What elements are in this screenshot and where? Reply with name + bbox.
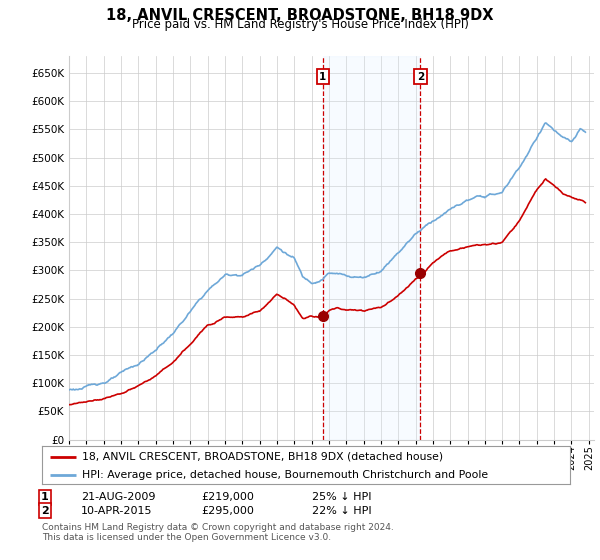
- Text: 18, ANVIL CRESCENT, BROADSTONE, BH18 9DX: 18, ANVIL CRESCENT, BROADSTONE, BH18 9DX: [106, 8, 494, 24]
- Text: 1: 1: [319, 72, 326, 82]
- Text: £295,000: £295,000: [201, 506, 254, 516]
- Text: Price paid vs. HM Land Registry's House Price Index (HPI): Price paid vs. HM Land Registry's House …: [131, 18, 469, 31]
- Text: 21-AUG-2009: 21-AUG-2009: [81, 492, 155, 502]
- Text: 25% ↓ HPI: 25% ↓ HPI: [312, 492, 371, 502]
- Text: This data is licensed under the Open Government Licence v3.0.: This data is licensed under the Open Gov…: [42, 533, 331, 542]
- Text: 18, ANVIL CRESCENT, BROADSTONE, BH18 9DX (detached house): 18, ANVIL CRESCENT, BROADSTONE, BH18 9DX…: [82, 452, 443, 462]
- Text: HPI: Average price, detached house, Bournemouth Christchurch and Poole: HPI: Average price, detached house, Bour…: [82, 470, 488, 480]
- Text: 22% ↓ HPI: 22% ↓ HPI: [312, 506, 371, 516]
- Bar: [323, 56, 420, 440]
- Text: 2: 2: [416, 72, 424, 82]
- Text: 2: 2: [41, 506, 49, 516]
- Text: 10-APR-2015: 10-APR-2015: [81, 506, 152, 516]
- Text: 1: 1: [41, 492, 49, 502]
- Text: Contains HM Land Registry data © Crown copyright and database right 2024.: Contains HM Land Registry data © Crown c…: [42, 523, 394, 532]
- Text: £219,000: £219,000: [201, 492, 254, 502]
